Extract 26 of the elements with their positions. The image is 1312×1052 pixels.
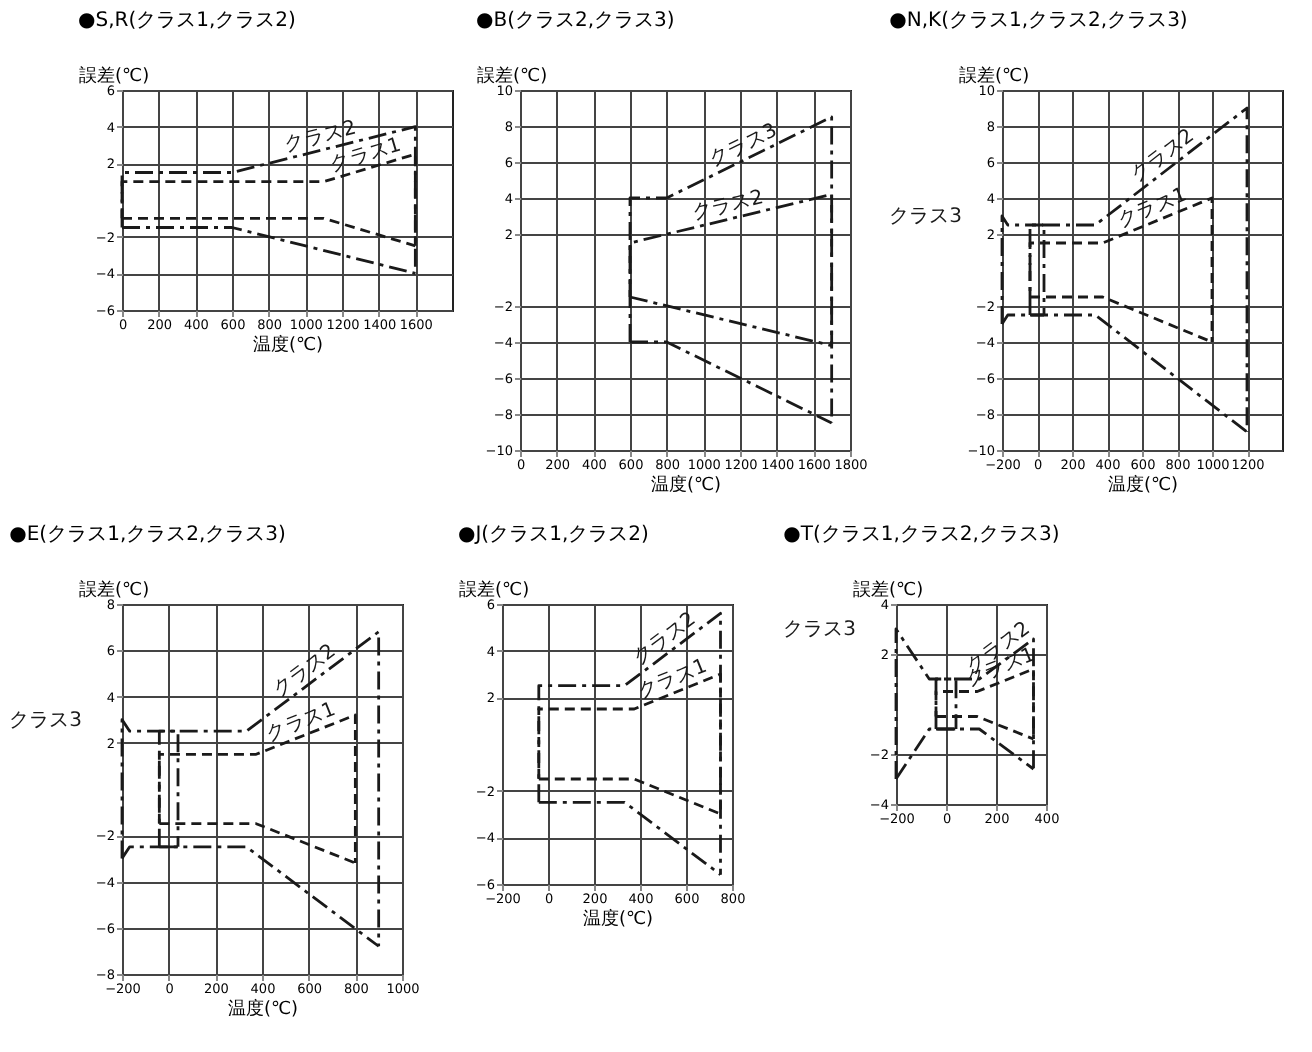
chart-title: ●B(クラス2,クラス3) <box>476 10 675 32</box>
y-axis-title: 誤差(℃) <box>477 65 548 87</box>
x-axis-title: 温度(℃) <box>650 474 722 496</box>
text: クラス3 <box>705 119 781 172</box>
chart-title: ●N,K(クラス1,クラス2,クラス3) <box>889 10 1188 32</box>
series-label: クラス3 <box>889 206 962 228</box>
x-axis-title: 温度(℃) <box>1107 474 1179 496</box>
x-axis-title: 温度(℃) <box>227 998 299 1020</box>
chart-title: ●S,R(クラス1,クラス2) <box>78 10 297 32</box>
series-label: クラス3 <box>783 619 856 641</box>
y-axis-title: 誤差(℃) <box>959 65 1030 87</box>
text: クラス2 <box>1127 125 1199 188</box>
text: クラス1 <box>263 698 339 747</box>
x-axis-title: 温度(℃) <box>252 334 324 356</box>
y-axis-title: 誤差(℃) <box>459 579 530 601</box>
y-axis-title: 誤差(℃) <box>79 579 150 601</box>
text: クラス2 <box>689 186 766 226</box>
text: クラス1 <box>1114 184 1191 233</box>
y-axis-title: 誤差(℃) <box>79 65 150 87</box>
chart-title: ●E(クラス1,クラス2,クラス3) <box>9 524 287 546</box>
chart-title: ●T(クラス1,クラス2,クラス3) <box>783 524 1060 546</box>
chart-title: ●J(クラス1,クラス2) <box>458 524 649 546</box>
x-axis-title: 温度(℃) <box>582 908 654 930</box>
y-axis-title: 誤差(℃) <box>853 579 924 601</box>
text: クラス2 <box>269 640 341 702</box>
series-label: クラス3 <box>9 709 82 732</box>
